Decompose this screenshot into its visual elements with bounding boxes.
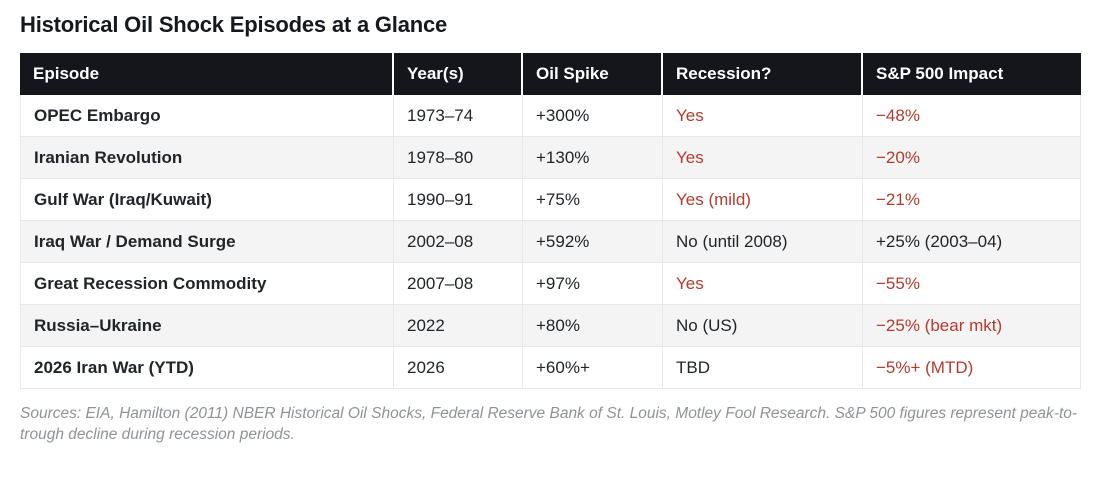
cell-recession: No (until 2008): [663, 221, 863, 263]
cell-oil-spike: +130%: [523, 137, 663, 179]
column-header-sp500-impact: S&P 500 Impact: [863, 53, 1081, 95]
cell-years: 1990–91: [394, 179, 523, 221]
cell-episode: Gulf War (Iraq/Kuwait): [20, 179, 394, 221]
sources-footnote: Sources: EIA, Hamilton (2011) NBER Histo…: [20, 405, 1078, 443]
table-header: Episode Year(s) Oil Spike Recession? S&P 500…: [20, 53, 1081, 95]
cell-recession: Yes: [663, 137, 863, 179]
cell-sp500-impact: +25% (2003–04): [863, 221, 1081, 263]
cell-sp500-impact: −20%: [863, 137, 1081, 179]
header-row: Episode Year(s) Oil Spike Recession? S&P 500…: [20, 53, 1081, 95]
cell-oil-spike: +592%: [523, 221, 663, 263]
cell-oil-spike: +75%: [523, 179, 663, 221]
cell-oil-spike: +97%: [523, 263, 663, 305]
cell-sp500-impact: −5%+ (MTD): [863, 347, 1081, 389]
cell-episode: Iranian Revolution: [20, 137, 394, 179]
cell-recession: No (US): [663, 305, 863, 347]
page-title: Historical Oil Shock Episodes at a Glanc…: [20, 12, 448, 37]
cell-years: 1978–80: [394, 137, 523, 179]
table-row: Great Recession Commodity 2007–08 +97% Yes −…: [20, 263, 1081, 305]
cell-sp500-impact: −25% (bear mkt): [863, 305, 1081, 347]
column-header-oil-spike: Oil Spike: [523, 53, 663, 95]
column-header-years: Year(s): [394, 53, 523, 95]
oil-shock-table: Episode Year(s) Oil Spike Recession? S&P 500…: [20, 53, 1081, 389]
table-row: Russia–Ukraine 2022 +80% No (US) −25% (bear …: [20, 305, 1081, 347]
cell-episode: Iraq War / Demand Surge: [20, 221, 394, 263]
cell-oil-spike: +60%+: [523, 347, 663, 389]
cell-episode: 2026 Iran War (YTD): [20, 347, 394, 389]
cell-episode: Great Recession Commodity: [20, 263, 394, 305]
cell-recession: Yes: [663, 263, 863, 305]
table-row: Iranian Revolution 1978–80 +130% Yes −20%: [20, 137, 1081, 179]
cell-sp500-impact: −55%: [863, 263, 1081, 305]
cell-oil-spike: +80%: [523, 305, 663, 347]
cell-years: 2007–08: [394, 263, 523, 305]
table-body: OPEC Embargo 1973–74 +300% Yes −48% Iranian R…: [20, 95, 1081, 389]
cell-years: 2002–08: [394, 221, 523, 263]
table-row: OPEC Embargo 1973–74 +300% Yes −48%: [20, 95, 1081, 137]
table-row: Gulf War (Iraq/Kuwait) 1990–91 +75% Yes (mi…: [20, 179, 1081, 221]
cell-episode: Russia–Ukraine: [20, 305, 394, 347]
cell-years: 1973–74: [394, 95, 523, 137]
cell-recession: Yes: [663, 95, 863, 137]
cell-sp500-impact: −48%: [863, 95, 1081, 137]
cell-oil-spike: +300%: [523, 95, 663, 137]
table-row: 2026 Iran War (YTD) 2026 +60%+ TBD −5%+ (MTD…: [20, 347, 1081, 389]
table-row: Iraq War / Demand Surge 2002–08 +592% No (u…: [20, 221, 1081, 263]
column-header-episode: Episode: [20, 53, 394, 95]
cell-recession: TBD: [663, 347, 863, 389]
cell-episode: OPEC Embargo: [20, 95, 394, 137]
cell-years: 2022: [394, 305, 523, 347]
cell-years: 2026: [394, 347, 523, 389]
column-header-recession: Recession?: [663, 53, 863, 95]
cell-recession: Yes (mild): [663, 179, 863, 221]
cell-sp500-impact: −21%: [863, 179, 1081, 221]
